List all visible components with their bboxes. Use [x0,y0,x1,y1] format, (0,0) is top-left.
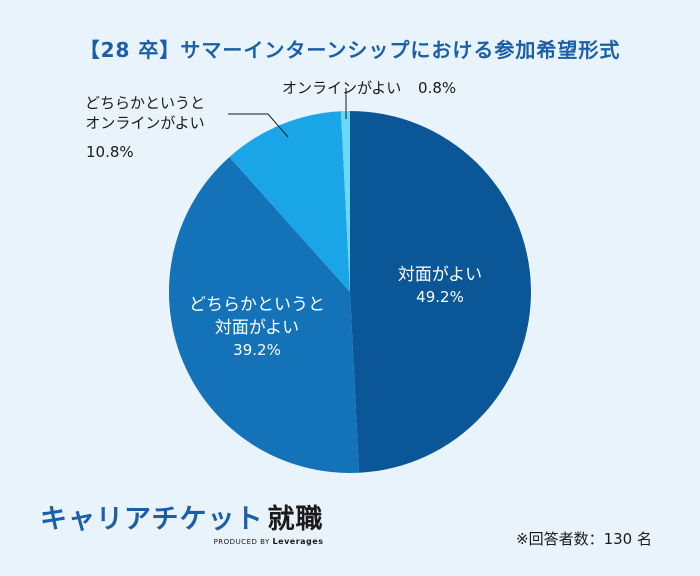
respondent-count: ※回答者数：130 名 [516,530,652,548]
slice-name: どちらかというと [84,94,205,112]
chart-title: 【28 卒】サマーインターンシップにおける参加希望形式 [79,38,621,62]
pie-slice-4 [340,111,350,292]
leader-line-somewhat-online [228,113,289,138]
slice-label-somewhat-online: どちらかというと オンラインがよい 10.8% [60,93,230,162]
slice-value: 0.8% [418,79,457,97]
slice-name: どちらかというと [189,295,325,315]
brand-logo: キャリアチケット 就職 PRODUCED BY Leverages [40,497,323,546]
brand-name: キャリアチケット [40,504,264,535]
pie-slice-1 [350,111,531,473]
slice-value: 49.2% [416,287,464,306]
pie-slices [168,111,531,473]
slice-name: 対面がよい [214,317,300,338]
slice-value: 39.2% [233,340,281,359]
brand-produced-by: PRODUCED BY [213,538,270,546]
slice-name: オンラインがよい [282,79,402,97]
brand-company: Leverages [272,537,324,546]
slice-label-face-to-face: 対面がよい 49.2% [380,264,500,307]
pie-slice-2 [168,156,360,473]
brand-accent: 就職 [267,504,324,535]
slice-name: 対面がよい [397,265,483,285]
slice-value: 10.8% [86,142,134,161]
slice-label-somewhat-face-to-face: どちらかというと 対面がよい 39.2% [172,294,342,360]
slice-label-online: オンラインがよい 0.8% [282,78,522,98]
pie-slice-3 [229,111,350,292]
slice-name: オンラインがよい [85,114,205,133]
